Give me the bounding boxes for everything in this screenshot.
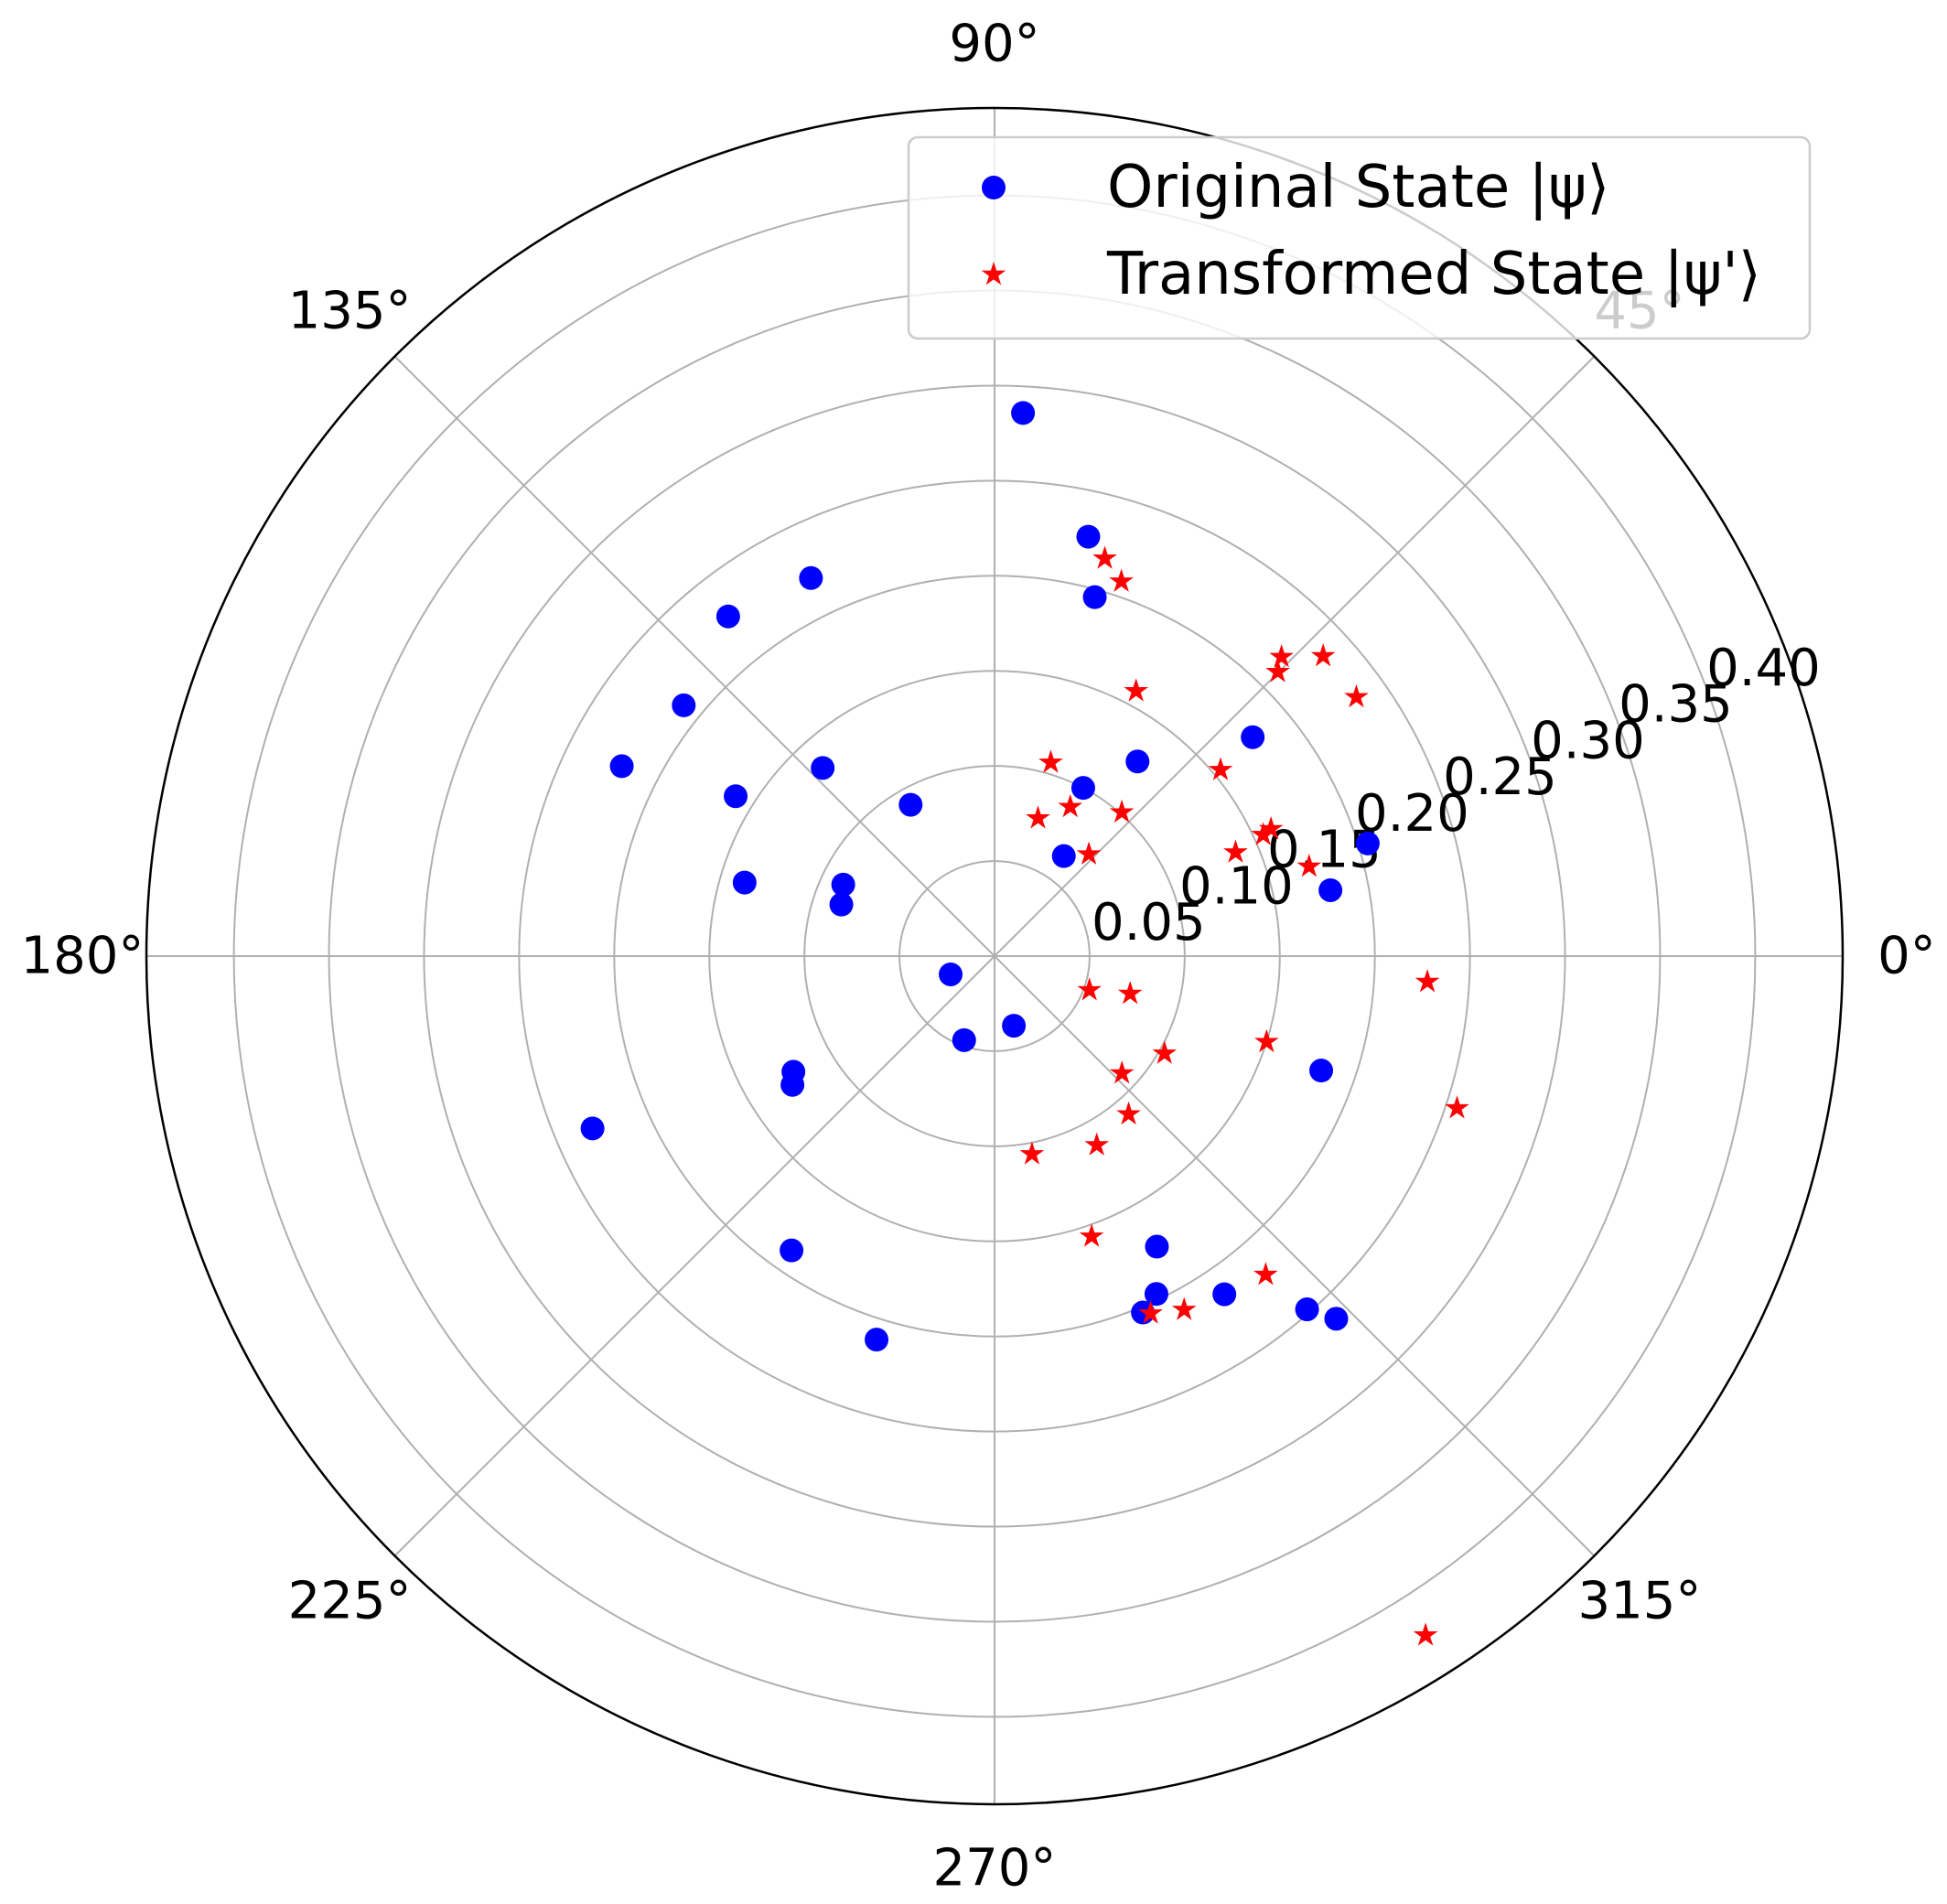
data-point xyxy=(732,870,757,895)
data-point xyxy=(1152,1040,1178,1064)
data-point xyxy=(1171,1296,1197,1320)
data-point xyxy=(1117,981,1143,1005)
legend-label: Transformed State |ψ'⟩ xyxy=(1106,241,1761,308)
theta-tick-label: 90° xyxy=(949,15,1039,74)
data-point xyxy=(1254,1028,1279,1053)
data-point xyxy=(780,1238,804,1263)
theta-tick-label: 180° xyxy=(21,927,145,986)
radial-tick-labels: 0.050.100.150.200.250.300.350.40 xyxy=(1092,639,1821,952)
polar-frame xyxy=(145,106,1845,1806)
data-points xyxy=(580,401,1469,1646)
data-point xyxy=(1223,839,1248,863)
angular-gridline xyxy=(393,355,995,957)
data-point xyxy=(781,1060,806,1084)
radial-tick-label: 0.10 xyxy=(1179,856,1294,916)
data-point xyxy=(1092,545,1117,569)
data-point xyxy=(715,604,740,629)
data-point xyxy=(811,756,835,780)
radial-tick-label: 0.05 xyxy=(1092,893,1206,952)
data-point xyxy=(1058,793,1083,818)
angular-gridline xyxy=(994,955,1596,1557)
data-point xyxy=(865,1328,889,1352)
data-point xyxy=(1082,585,1107,609)
data-point xyxy=(1138,1300,1163,1324)
data-point xyxy=(1212,1282,1237,1307)
legend-entries: Original State |ψ⟩ Transformed State |ψ'⟩ xyxy=(981,154,1761,308)
data-point xyxy=(1124,678,1148,702)
data-point xyxy=(1145,1234,1169,1259)
data-point xyxy=(1324,1307,1349,1331)
data-point xyxy=(1144,1282,1168,1307)
data-point xyxy=(1084,1132,1110,1156)
polar-grid xyxy=(146,108,1843,1804)
legend-marker-circle xyxy=(982,176,1006,199)
legend-label: Original State |ψ⟩ xyxy=(1107,154,1609,221)
theta-tick-label: 270° xyxy=(933,1839,1057,1899)
data-point xyxy=(829,892,854,917)
data-point xyxy=(1077,977,1103,1001)
radial-tick-label: 0.25 xyxy=(1443,748,1557,807)
data-point xyxy=(1109,799,1135,823)
legend: Original State |ψ⟩ Transformed State |ψ'⟩ xyxy=(907,135,1812,340)
data-point xyxy=(1070,776,1095,801)
series-original-state xyxy=(580,401,1380,1352)
data-point xyxy=(672,693,696,717)
data-point xyxy=(1415,969,1440,993)
theta-tick-labels: 0°45°90°135°180°225°270°315° xyxy=(21,15,1936,1899)
data-point xyxy=(1038,749,1063,773)
data-point xyxy=(1125,749,1150,774)
radial-tick-label: 0.40 xyxy=(1706,639,1821,698)
series-transformed-state xyxy=(1019,545,1469,1646)
data-point xyxy=(1309,1059,1334,1083)
theta-tick-label: 0° xyxy=(1877,927,1936,986)
data-point xyxy=(1079,1223,1104,1247)
data-point xyxy=(1344,683,1369,708)
radial-tick-label: 0.35 xyxy=(1619,675,1733,735)
data-point xyxy=(898,792,923,817)
legend-marker-star xyxy=(981,262,1006,285)
data-point xyxy=(609,754,634,779)
data-point xyxy=(1241,725,1265,749)
data-point xyxy=(1253,1262,1278,1285)
data-point xyxy=(1310,643,1336,667)
data-point xyxy=(799,565,823,590)
data-point xyxy=(1265,659,1290,683)
data-point xyxy=(1002,1014,1027,1038)
angular-gridline xyxy=(994,355,1596,957)
data-point xyxy=(1295,1297,1319,1322)
data-point xyxy=(580,1116,605,1141)
data-point xyxy=(1413,1622,1438,1646)
legend-box xyxy=(907,135,1812,340)
radial-tick-label: 0.30 xyxy=(1531,711,1645,770)
data-point xyxy=(1109,1060,1135,1084)
data-point xyxy=(1116,1101,1141,1125)
data-point xyxy=(1076,841,1102,865)
data-point xyxy=(1251,822,1275,845)
data-point xyxy=(1208,757,1233,780)
data-point xyxy=(1026,805,1050,829)
data-point xyxy=(939,962,963,986)
data-point xyxy=(1296,854,1322,877)
data-point xyxy=(1355,831,1380,855)
data-point xyxy=(1269,643,1294,668)
data-point xyxy=(1109,568,1134,592)
data-point xyxy=(1011,401,1036,425)
data-point xyxy=(831,872,855,897)
data-point xyxy=(1445,1095,1469,1119)
data-point xyxy=(724,784,748,809)
theta-tick-label: 225° xyxy=(288,1571,412,1630)
angular-gridline xyxy=(393,955,995,1557)
data-point xyxy=(1019,1141,1045,1165)
data-point xyxy=(952,1027,976,1052)
data-point xyxy=(1076,524,1101,549)
data-point xyxy=(1258,816,1284,840)
data-point xyxy=(1318,877,1343,902)
theta-tick-label: 315° xyxy=(1578,1571,1702,1630)
theta-tick-label: 135° xyxy=(288,282,412,341)
data-point xyxy=(1051,844,1076,868)
